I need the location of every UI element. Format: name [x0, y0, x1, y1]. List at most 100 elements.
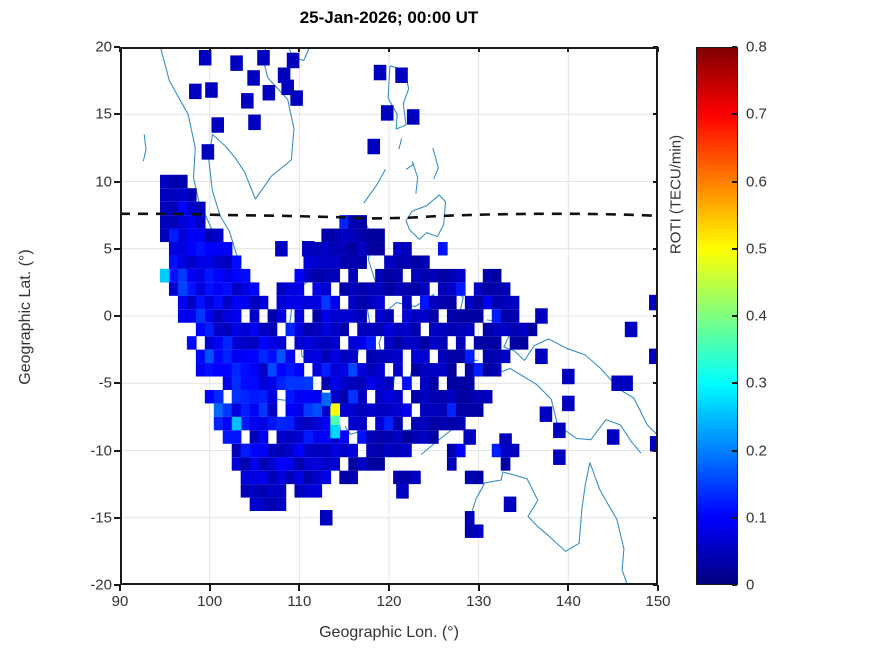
roti-cell [177, 309, 188, 323]
colorbar-tick-label: 0.6 [746, 173, 767, 190]
roti-cell [285, 376, 296, 390]
roti-enhanced-cell [258, 349, 269, 364]
roti-isolated-cell [205, 82, 218, 98]
roti-cell [195, 295, 206, 310]
roti-cell [276, 443, 287, 458]
roti-cell [159, 174, 170, 189]
roti-cell [177, 201, 188, 216]
roti-cell [339, 242, 350, 256]
roti-cell [348, 376, 358, 390]
y-tick-label: 0 [103, 307, 112, 325]
roti-cell [303, 295, 314, 310]
roti-cell [464, 389, 475, 404]
colorbar-tick-mark [732, 516, 737, 519]
roti-cell [446, 457, 457, 471]
roti-cell [294, 322, 305, 337]
roti-cell [500, 295, 511, 310]
roti-cell [213, 403, 224, 417]
x-tick-mark [208, 585, 211, 591]
colorbar-tick-label: 0.4 [746, 307, 767, 325]
roti-isolated-cell [286, 52, 300, 69]
roti-cell [258, 363, 269, 377]
roti-cell [303, 268, 314, 283]
roti-cell [420, 416, 430, 431]
roti-cell [285, 443, 296, 458]
roti-cell [258, 376, 269, 390]
roti-cell [303, 349, 314, 364]
roti-cell [231, 268, 242, 283]
roti-cell [375, 268, 385, 283]
roti-cell [348, 403, 358, 417]
roti-cell [437, 363, 448, 377]
roti-cell [195, 268, 206, 283]
x-tick-mark [567, 585, 570, 591]
roti-cell [366, 403, 376, 417]
roti-cell [231, 376, 242, 390]
roti-cell [357, 295, 367, 310]
roti-cell [411, 309, 421, 323]
roti-cell [177, 174, 188, 189]
roti-cell [348, 443, 358, 458]
roti-cell [357, 228, 367, 243]
roti-isolated-cell [290, 90, 303, 106]
roti-cell [321, 376, 332, 390]
x-tick-mark-top [567, 47, 570, 52]
roti-cell [321, 430, 332, 444]
roti-cell [393, 430, 403, 444]
roti-cell [294, 389, 305, 404]
roti-cell [312, 309, 323, 323]
y-tick-label: -5 [98, 374, 112, 392]
roti-cell [267, 309, 278, 323]
roti-cell [285, 389, 296, 404]
x-tick-mark-top [208, 47, 211, 52]
roti-cell [204, 363, 215, 377]
roti-cell [321, 457, 332, 471]
roti-cell [375, 309, 385, 323]
roti-cell [222, 295, 233, 310]
roti-cell [473, 309, 484, 323]
roti-cell [213, 295, 224, 310]
map-plot-area [120, 47, 658, 585]
roti-cell [267, 349, 278, 364]
roti-isolated-cell [649, 436, 658, 452]
roti-isolated-cell [248, 114, 261, 131]
y-tick-label: 5 [103, 240, 112, 258]
roti-cell [393, 255, 403, 269]
roti-cell [339, 309, 350, 323]
roti-cell [393, 389, 403, 404]
roti-cell [330, 457, 341, 471]
y-tick-mark [114, 516, 120, 519]
roti-cell [366, 443, 376, 458]
roti-cell [402, 336, 412, 350]
roti-cell [276, 349, 287, 364]
roti-cell [428, 389, 439, 404]
roti-cell [321, 336, 332, 350]
roti-cell [420, 309, 430, 323]
roti-cell [437, 282, 448, 296]
roti-cell [294, 363, 305, 377]
roti-isolated-cell [275, 241, 288, 257]
roti-cell [285, 430, 296, 444]
roti-cell [294, 430, 305, 444]
roti-cell [330, 309, 341, 323]
roti-cell [186, 228, 197, 243]
y-tick-mark-right [653, 113, 658, 116]
roti-isolated-cell [503, 496, 517, 513]
roti-cell [339, 322, 350, 337]
roti-enhanced-cell [348, 389, 358, 404]
roti-cell [213, 336, 224, 350]
roti-cell [285, 470, 296, 485]
roti-cell [303, 484, 314, 498]
roti-cell [285, 282, 296, 296]
roti-cell [366, 349, 376, 364]
roti-cell [159, 201, 170, 216]
roti-cell [321, 242, 332, 256]
roti-cell [500, 322, 511, 337]
roti-cell [330, 242, 341, 256]
roti-cell [464, 376, 475, 390]
y-tick-mark-right [653, 46, 658, 48]
roti-cell [420, 268, 430, 283]
roti-cell [348, 295, 358, 310]
roti-cell [339, 389, 350, 404]
roti-cell [168, 174, 179, 189]
